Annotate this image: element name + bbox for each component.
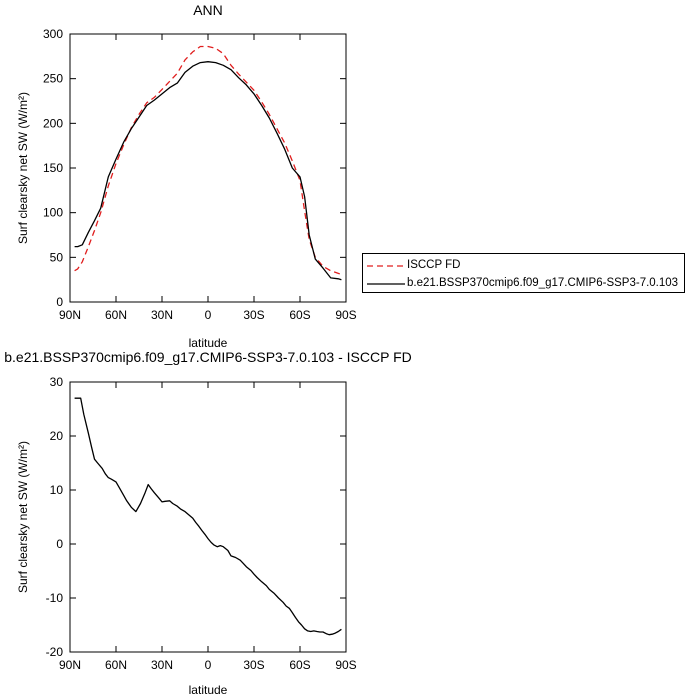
bottom-y-axis-label: Surf clearsky net SW (W/m²) bbox=[16, 441, 30, 593]
bottom-y-tick-label: -20 bbox=[46, 645, 64, 659]
top-y-tick-label: 200 bbox=[43, 116, 63, 130]
bottom-x-tick-label: 30N bbox=[151, 658, 173, 672]
top-x-tick-label: 60S bbox=[289, 308, 310, 322]
bottom-plot-frame bbox=[69, 381, 347, 653]
top-x-tick-label: 90N bbox=[59, 308, 81, 322]
top-y-tick-label: 100 bbox=[43, 206, 63, 220]
bottom-y-tick-label: 10 bbox=[50, 483, 64, 497]
bottom-y-tick-label: -10 bbox=[46, 591, 64, 605]
top-x-axis-label: latitude bbox=[189, 336, 228, 350]
legend-label-model: b.e21.BSSP370cmip6.f09_g17.CMIP6-SSP3-7.… bbox=[407, 277, 679, 289]
top-x-tick-label: 60N bbox=[105, 308, 127, 322]
bottom-x-tick-label: 90S bbox=[335, 658, 356, 672]
top-y-tick-label: 300 bbox=[43, 27, 63, 41]
top-x-tick-label: 0 bbox=[205, 308, 212, 322]
bottom-x-tick-label: 90N bbox=[59, 658, 81, 672]
top-x-tick-label: 30S bbox=[243, 308, 264, 322]
top-x-tick-label: 90S bbox=[335, 308, 356, 322]
legend-swatch-model bbox=[367, 283, 405, 285]
bottom-series-line-0 bbox=[74, 397, 342, 636]
top-y-ticks: 0 50 100 150 200 250 300 bbox=[43, 27, 346, 309]
top-plot-frame bbox=[69, 33, 347, 303]
bottom-x-tick-label: 60S bbox=[289, 658, 310, 672]
bottom-x-ticks: 90N 60N 30N 0 30S 60S 90S bbox=[59, 382, 357, 672]
legend-label-isccp: ISCCP FD bbox=[407, 259, 461, 271]
bottom-panel: b.e21.BSSP370cmip6.f09_g17.CMIP6-SSP3-7.… bbox=[4, 349, 412, 697]
top-y-tick-label: 50 bbox=[50, 250, 64, 264]
top-title: ANN bbox=[193, 2, 223, 18]
bottom-y-ticks: -20 -10 0 10 20 30 bbox=[46, 375, 346, 659]
top-y-tick-label: 250 bbox=[43, 72, 63, 86]
legend-item-isccp: ISCCP FD bbox=[363, 257, 684, 273]
top-y-tick-label: 0 bbox=[56, 295, 63, 309]
top-series-line-0 bbox=[74, 45, 342, 275]
bottom-title: b.e21.BSSP370cmip6.f09_g17.CMIP6-SSP3-7.… bbox=[4, 349, 412, 365]
bottom-y-tick-label: 20 bbox=[50, 429, 64, 443]
bottom-series bbox=[74, 397, 342, 636]
bottom-y-tick-label: 30 bbox=[50, 375, 64, 389]
legend-swatch-isccp bbox=[367, 265, 405, 267]
top-series-line-1 bbox=[74, 61, 342, 281]
top-legend: ISCCP FD b.e21.BSSP370cmip6.f09_g17.CMIP… bbox=[362, 253, 685, 293]
top-x-tick-label: 30N bbox=[151, 308, 173, 322]
legend-item-model: b.e21.BSSP370cmip6.f09_g17.CMIP6-SSP3-7.… bbox=[363, 275, 684, 291]
bottom-x-tick-label: 60N bbox=[105, 658, 127, 672]
top-y-tick-label: 150 bbox=[43, 161, 63, 175]
top-series bbox=[74, 45, 342, 281]
bottom-x-tick-label: 30S bbox=[243, 658, 264, 672]
top-x-ticks: 90N 60N 30N 0 30S 60S 90S bbox=[59, 34, 357, 322]
top-y-axis-label: Surf clearsky net SW (W/m²) bbox=[16, 92, 30, 244]
bottom-x-axis-label: latitude bbox=[189, 683, 228, 697]
bottom-x-tick-label: 0 bbox=[205, 658, 212, 672]
top-panel: ANN 90N 60N 30N 0 30S 60S 90S 0 50 100 150 200 250 3… bbox=[16, 2, 357, 350]
bottom-y-tick-label: 0 bbox=[56, 537, 63, 551]
